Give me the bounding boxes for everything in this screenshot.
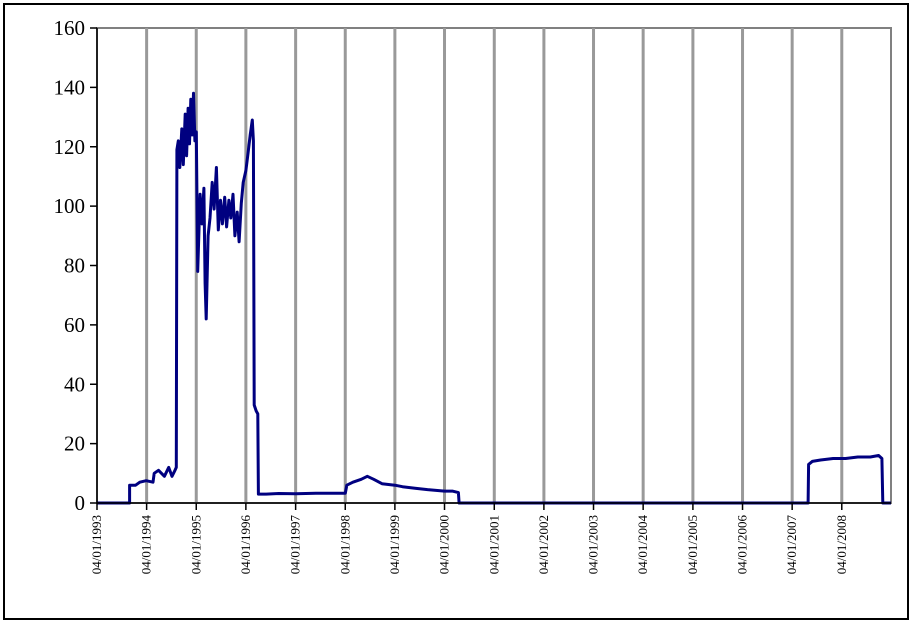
y-tick-label: 80 xyxy=(64,254,85,278)
series-line xyxy=(97,91,891,505)
y-axis-ticks: 0 20 40 60 80 100 120 140 160 xyxy=(54,16,97,515)
x-tick-label: 04/01/2002 xyxy=(536,515,551,574)
series-layer xyxy=(97,91,891,505)
x-tick-label: 04/01/2000 xyxy=(437,515,452,574)
x-tick-label: 04/01/2008 xyxy=(834,515,849,574)
x-tick-label: 04/01/1994 xyxy=(139,515,154,575)
x-tick-label: 04/01/2005 xyxy=(685,515,700,574)
y-tick-label: 120 xyxy=(54,135,86,159)
y-tick-label: 0 xyxy=(75,491,86,515)
y-tick-label: 160 xyxy=(54,16,86,40)
x-tick-label: 04/01/2006 xyxy=(735,515,750,575)
x-tick-label: 04/01/2004 xyxy=(635,515,650,575)
x-tick-label: 04/01/2003 xyxy=(586,515,601,574)
y-tick-label: 60 xyxy=(64,313,85,337)
x-tick-label: 04/01/1996 xyxy=(238,515,253,575)
x-tick-label: 04/01/1993 xyxy=(89,515,104,574)
y-tick-label: 20 xyxy=(64,432,85,456)
x-tick-label: 04/01/1995 xyxy=(188,515,203,574)
x-tick-label: 04/01/1998 xyxy=(337,515,352,574)
y-tick-label: 40 xyxy=(64,372,85,396)
x-axis-ticks: 04/01/1993 04/01/1994 04/01/1995 04/01/1996… xyxy=(89,503,849,574)
x-tick-label: 04/01/1997 xyxy=(288,515,303,575)
x-tick-label: 04/01/2001 xyxy=(486,515,501,574)
x-tick-label: 04/01/2007 xyxy=(784,515,799,575)
y-tick-label: 140 xyxy=(54,75,86,99)
y-tick-label: 100 xyxy=(54,194,86,218)
x-tick-label: 04/01/1999 xyxy=(387,515,402,574)
